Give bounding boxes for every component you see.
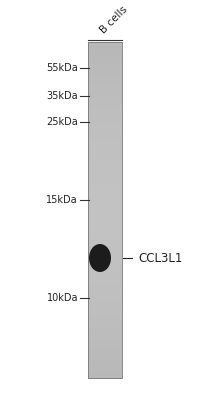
Bar [88,366,122,371]
Bar [88,269,122,274]
Bar [88,353,122,358]
Bar [88,324,122,329]
Text: CCL3L1: CCL3L1 [138,252,182,264]
Bar [88,46,122,51]
Bar [88,67,122,72]
Bar [88,118,122,123]
Bar [88,134,122,140]
Bar [88,357,122,362]
Bar [88,101,122,106]
Text: 55kDa: 55kDa [46,63,78,73]
Bar [88,151,122,156]
Bar [88,164,122,169]
Bar [88,273,122,278]
Bar [88,105,122,110]
Bar [88,256,122,262]
Bar [88,344,122,350]
Bar [88,348,122,354]
Bar [88,189,122,194]
Ellipse shape [89,244,111,272]
Bar [88,126,122,131]
Bar [88,172,122,178]
Bar [88,55,122,60]
Text: 35kDa: 35kDa [46,91,78,101]
Bar [88,210,122,215]
Bar [88,290,122,295]
Text: 10kDa: 10kDa [46,293,78,303]
Bar [88,71,122,76]
Bar [88,88,122,93]
Bar [88,277,122,282]
Bar [88,59,122,64]
Bar [88,109,122,114]
Bar [88,294,122,299]
Bar [88,311,122,316]
Bar [88,302,122,308]
Bar [88,206,122,211]
Bar [88,244,122,249]
Bar [88,340,122,345]
Bar [88,97,122,102]
Bar [88,218,122,224]
Bar [88,252,122,257]
Bar [88,374,122,379]
Bar [88,328,122,333]
Bar [88,122,122,127]
Bar [88,168,122,173]
Bar [88,185,122,190]
Bar [88,181,122,186]
Bar [88,42,122,47]
Bar [88,50,122,56]
Bar [88,92,122,98]
Bar [88,139,122,144]
Bar [88,42,122,378]
Bar [88,222,122,228]
Bar [88,239,122,244]
Bar [88,193,122,198]
Bar [88,231,122,236]
Bar [88,361,122,366]
Bar [88,282,122,286]
Bar [88,155,122,160]
Bar [88,147,122,152]
Bar [88,235,122,240]
Bar [88,76,122,81]
Bar [88,336,122,341]
Text: B cells: B cells [98,4,129,35]
Text: 15kDa: 15kDa [46,195,78,205]
Bar [88,332,122,337]
Bar [88,298,122,303]
Bar [88,227,122,232]
Bar [88,260,122,266]
Bar [88,143,122,148]
Bar [88,214,122,219]
Bar [88,63,122,68]
Bar [88,306,122,312]
Bar [88,265,122,270]
Text: 25kDa: 25kDa [46,117,78,127]
Bar [88,84,122,89]
Bar [88,315,122,320]
Bar [88,198,122,202]
Bar [88,286,122,291]
Bar [88,319,122,324]
Bar [88,176,122,182]
Bar [88,114,122,118]
Bar [88,202,122,207]
Bar [88,160,122,165]
Bar [88,248,122,253]
Bar [88,370,122,375]
Bar [88,130,122,135]
Bar [88,80,122,85]
